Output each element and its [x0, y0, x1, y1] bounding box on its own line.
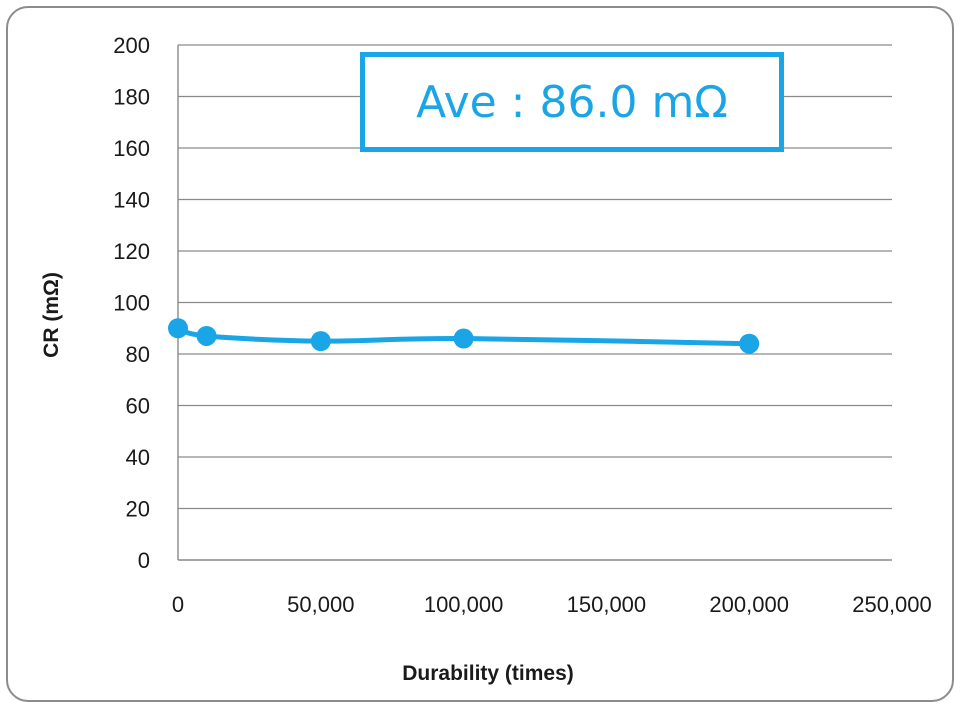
x-tick-label-50000: 50,000 [287, 592, 354, 617]
x-tick-label-250000: 250,000 [852, 592, 932, 617]
y-tick-label-180: 180 [113, 85, 150, 110]
data-point-200000 [739, 333, 760, 354]
data-point-50000 [310, 331, 331, 352]
y-tick-label-160: 160 [113, 136, 150, 161]
x-axis-label: Durability (times) [402, 662, 574, 685]
x-tick-label-100000: 100,000 [424, 592, 504, 617]
x-tick-label-150000: 150,000 [567, 592, 647, 617]
y-axis-label: CR (mΩ) [40, 272, 63, 358]
y-tick-label-0: 0 [138, 548, 150, 573]
y-tick-label-40: 40 [126, 445, 150, 470]
axes [177, 45, 892, 561]
y-tick-label-200: 200 [113, 33, 150, 58]
y-tick-label-120: 120 [113, 239, 150, 264]
data-point-10000 [196, 325, 217, 346]
average-annotation-box: Ave : 86.0 mΩ [360, 52, 784, 152]
x-tick-label-200000: 200,000 [709, 592, 789, 617]
y-tick-label-140: 140 [113, 188, 150, 213]
y-tick-label-60: 60 [126, 394, 150, 419]
x-tick-labels: 0 50,000 100,000 150,000 200,000 250,000 [172, 592, 932, 617]
data-point-100000 [453, 328, 474, 349]
data-point-0 [168, 318, 188, 339]
x-tick-label-0: 0 [172, 592, 184, 617]
y-tick-label-80: 80 [126, 342, 150, 367]
average-annotation: Ave : 86.0 mΩ [416, 76, 728, 128]
y-tick-labels: 0 20 40 60 80 100 120 140 160 180 200 [113, 33, 150, 573]
y-tick-label-20: 20 [126, 497, 150, 522]
y-tick-label-100: 100 [113, 291, 150, 316]
data-series [168, 318, 760, 354]
